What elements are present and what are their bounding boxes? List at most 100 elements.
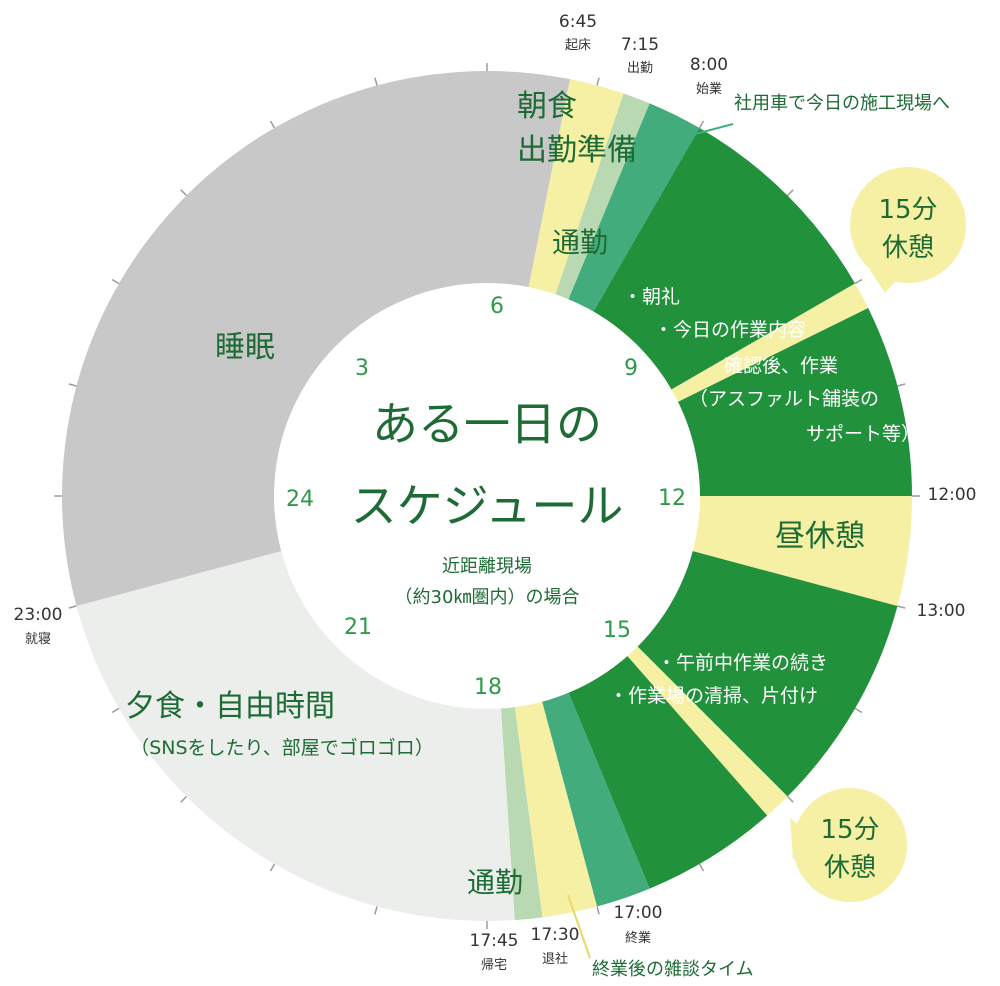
label-breakfast-2: 出勤準備 (517, 133, 637, 168)
callout-bubble-am-circle (850, 167, 966, 283)
hour-labels: 6 9 12 15 18 21 24 3 (286, 294, 686, 700)
time-annotations: 6:45 起床 7:15 出勤 8:00 始業 12:00 13:00 17:0… (14, 12, 977, 973)
hour-tick (596, 77, 600, 86)
pm-work-line2: ・作業場の清掃、片付け (609, 685, 818, 707)
time-1700: 17:00 (614, 903, 663, 923)
center-disc (274, 283, 700, 709)
label-lunch: 昼休憩 (775, 519, 865, 554)
am-work-line5: サポート等） (806, 423, 920, 445)
break-pm-line1: 15分 (820, 815, 879, 845)
segment-9 (565, 650, 768, 889)
segments-layer (62, 70, 912, 921)
center-note-line1: 近距離現場 (442, 556, 532, 577)
break-am-text: 15分 休憩 (878, 195, 937, 263)
segment-4 (664, 283, 869, 406)
hour-tick (374, 906, 378, 915)
time-1745-label: 帰宅 (481, 957, 507, 973)
hour-tick (854, 707, 863, 714)
label-evening-1: 夕食・自由時間 (125, 689, 335, 724)
segment-2 (565, 103, 700, 319)
hour-tick (180, 189, 188, 197)
hour-label-6: 6 (490, 294, 504, 319)
time-1730: 17:30 (531, 925, 580, 945)
hour-tick (897, 605, 906, 609)
time-0800-label: 始業 (696, 81, 722, 97)
am-work-line3: 確認後、作業 (724, 355, 838, 377)
center-title-line1: ある一日の (372, 397, 602, 451)
break-pm-line2: 休憩 (824, 853, 876, 883)
time-1300: 13:00 (917, 601, 966, 621)
time-1730-label: 退社 (542, 951, 568, 967)
pm-work-text: ・午前中作業の続き ・作業場の清掃、片付け (609, 652, 828, 707)
segment-12 (500, 699, 543, 921)
segment-14 (62, 70, 570, 606)
hour-label-12: 12 (658, 486, 686, 511)
time-1200: 12:00 (928, 485, 977, 505)
hour-tick (269, 863, 276, 872)
time-2300: 23:00 (14, 605, 63, 625)
hour-tick (68, 605, 77, 609)
label-company-car: 社用車で今日の施工現場へ (734, 93, 950, 114)
hour-tick (596, 906, 600, 915)
time-0645-label: 起床 (565, 38, 591, 53)
hour-tick (111, 278, 120, 285)
hour-tick (180, 795, 188, 803)
segment-0 (526, 79, 624, 302)
label-sleep: 睡眠 (215, 330, 275, 365)
hour-label-21: 21 (344, 615, 372, 640)
center-note-line2: （約30㎞圏内）の場合 (395, 587, 580, 608)
hour-label-18: 18 (474, 675, 502, 700)
segment-10 (540, 685, 650, 907)
segment-6 (685, 496, 912, 606)
segment-7 (631, 549, 898, 797)
segment-8 (622, 640, 788, 816)
break-am-line1: 15分 (878, 195, 937, 225)
label-commute-pm: 通勤 (467, 866, 523, 899)
break-am-line2: 休憩 (882, 233, 934, 263)
time-0715: 7:15 (621, 35, 659, 55)
am-work-line1: ・朝礼 (623, 286, 680, 308)
hour-tick (111, 707, 120, 714)
time-0800: 8:00 (690, 55, 728, 75)
callout-bubble-pm-circle (793, 788, 907, 902)
am-work-line2: ・今日の作業内容 (654, 319, 806, 341)
hour-tick (786, 189, 794, 197)
time-0715-label: 出勤 (627, 61, 653, 76)
hour-label-3: 3 (355, 356, 369, 381)
hour-tick (854, 278, 863, 285)
leader-line-company-car (679, 123, 734, 139)
time-1700-label: 終業 (625, 930, 651, 946)
hour-tick (698, 863, 705, 872)
segment-3 (589, 127, 856, 394)
am-work-line4: （アスファルト舗装の (689, 388, 879, 410)
hour-label-24: 24 (286, 487, 314, 512)
hour-tick (68, 383, 77, 387)
leader-line-after-work-chat (567, 894, 591, 959)
break-callout-am (850, 167, 966, 293)
label-evening-2: （SNSをしたり、部屋でゴロゴロ） (130, 737, 434, 759)
am-work-text: ・朝礼 ・今日の作業内容 確認後、作業 （アスファルト舗装の サポート等） (623, 286, 920, 445)
time-0645: 6:45 (559, 12, 597, 32)
label-breakfast-1: 朝食 (517, 89, 577, 124)
label-commute-am: 通勤 (552, 226, 608, 259)
segment-1 (552, 93, 650, 307)
pm-work-line1: ・午前中作業の続き (657, 652, 828, 674)
hour-label-9: 9 (624, 356, 638, 381)
hour-label-15: 15 (603, 618, 631, 643)
hour-tick (786, 795, 794, 803)
hour-tick (269, 120, 276, 129)
label-after-work-chat: 終業後の雑談タイム (592, 959, 754, 980)
hour-tick (374, 77, 378, 86)
center-title-line2: スケジュール (351, 479, 624, 533)
break-pm-text: 15分 休憩 (820, 815, 879, 883)
segment-11 (513, 694, 597, 918)
hour-tick (698, 120, 705, 129)
ticks-layer (54, 63, 920, 929)
time-2300-label: 就寝 (25, 631, 51, 647)
segment-5 (670, 308, 912, 496)
segment-13 (76, 549, 515, 921)
time-1745: 17:45 (470, 931, 519, 951)
break-callout-pm (790, 788, 907, 902)
hour-tick (897, 383, 906, 387)
